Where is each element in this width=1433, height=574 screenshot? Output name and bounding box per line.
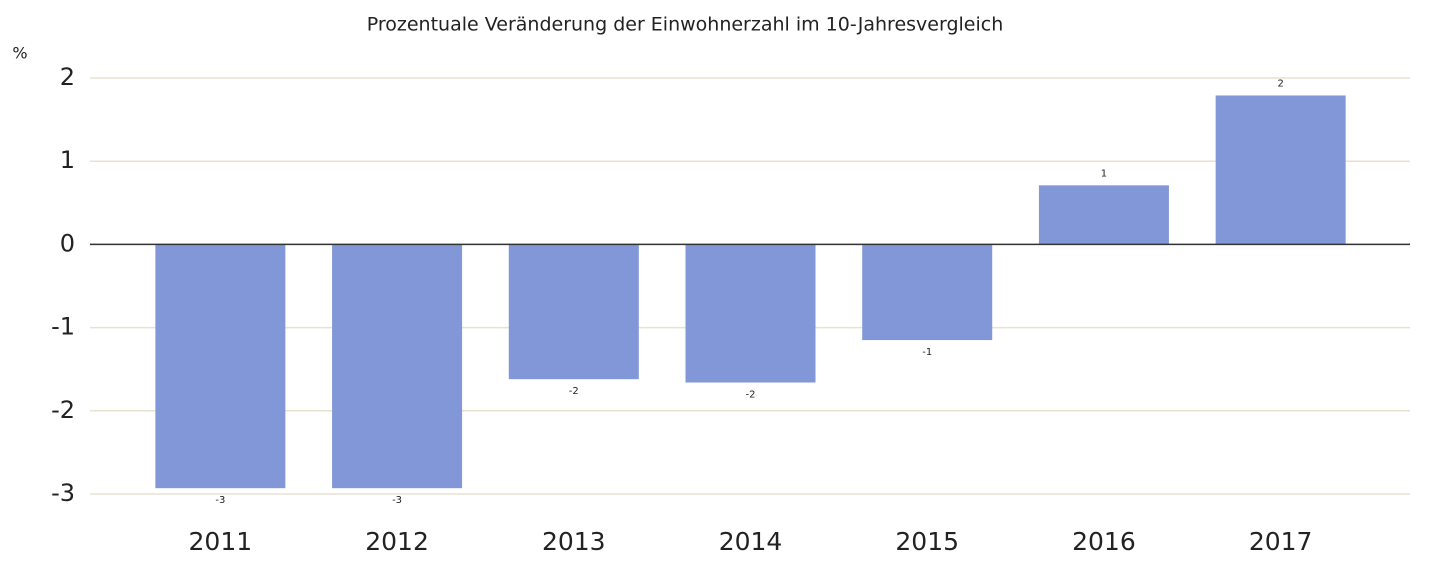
bar <box>332 244 463 489</box>
y-tick-label: -3 <box>51 479 75 507</box>
y-tick-label: 0 <box>60 229 75 257</box>
value-label: 1 <box>1101 168 1107 179</box>
x-tick-label: 2017 <box>1249 527 1313 556</box>
bar <box>685 244 816 383</box>
y-tick-label: 2 <box>60 63 75 91</box>
value-label: -2 <box>746 390 756 401</box>
bar <box>1038 185 1169 245</box>
bar <box>1215 95 1346 245</box>
value-label: -3 <box>392 495 402 506</box>
y-tick-label: -2 <box>51 396 75 424</box>
x-tick-label: 2014 <box>719 527 783 556</box>
y-axis-label: % <box>12 44 27 63</box>
value-label: -3 <box>215 495 225 506</box>
x-tick-label: 2012 <box>365 527 429 556</box>
x-tick-label: 2015 <box>895 527 959 556</box>
x-tick-label: 2011 <box>189 527 253 556</box>
value-label: -1 <box>922 347 932 358</box>
bar <box>508 244 639 380</box>
x-tick-label: 2013 <box>542 527 606 556</box>
value-label: -2 <box>569 386 579 397</box>
chart-title: Prozentuale Veränderung der Einwohnerzah… <box>367 14 1004 36</box>
x-tick-label: 2016 <box>1072 527 1136 556</box>
bar <box>155 244 286 489</box>
y-tick-label: 1 <box>60 146 75 174</box>
value-label: 2 <box>1277 78 1283 89</box>
y-tick-label: -1 <box>51 313 75 341</box>
bar <box>862 244 993 341</box>
